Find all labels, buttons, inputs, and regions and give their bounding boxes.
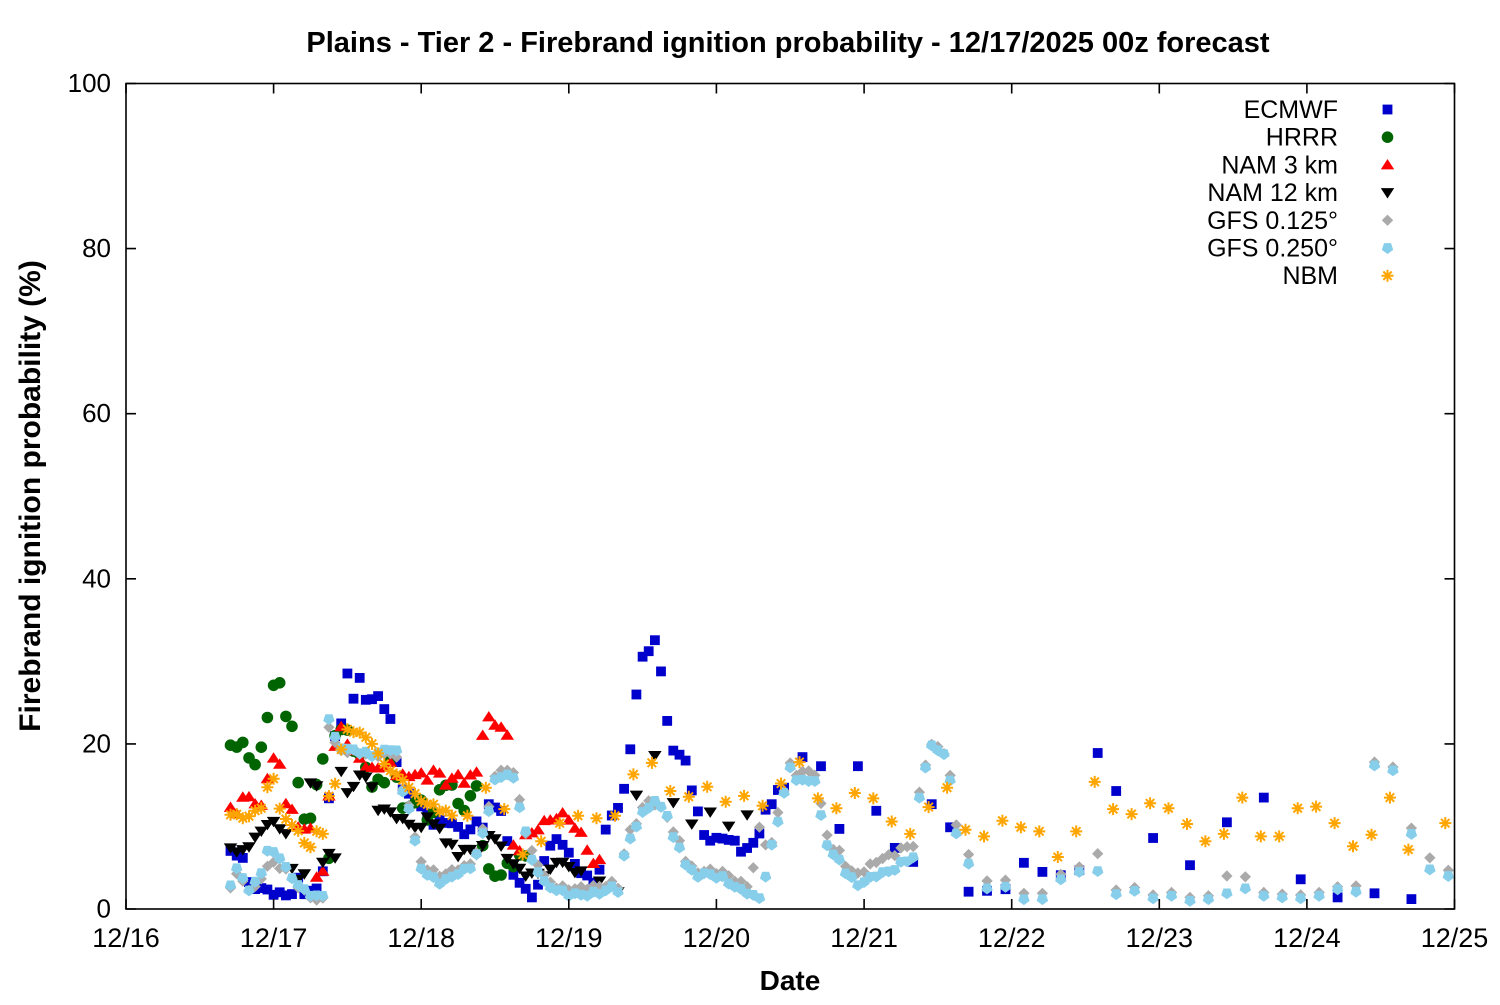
svg-text:12/17: 12/17	[240, 923, 308, 953]
svg-text:12/23: 12/23	[1126, 923, 1194, 953]
svg-text:80: 80	[82, 233, 111, 263]
svg-text:Date: Date	[760, 965, 821, 996]
svg-text:100: 100	[68, 68, 111, 98]
svg-text:12/21: 12/21	[830, 923, 898, 953]
svg-text:0: 0	[97, 894, 111, 924]
svg-text:12/22: 12/22	[978, 923, 1046, 953]
svg-text:12/18: 12/18	[387, 923, 455, 953]
svg-text:12/24: 12/24	[1273, 923, 1341, 953]
svg-text:12/19: 12/19	[535, 923, 603, 953]
svg-text:NAM 3 km: NAM 3 km	[1221, 151, 1338, 179]
svg-text:Plains - Tier 2 - Firebrand ig: Plains - Tier 2 - Firebrand ignition pro…	[306, 27, 1270, 59]
svg-text:40: 40	[82, 563, 111, 593]
svg-text:HRRR: HRRR	[1266, 124, 1338, 152]
svg-text:NAM 12 km: NAM 12 km	[1207, 179, 1338, 207]
svg-text:12/25: 12/25	[1421, 923, 1489, 953]
svg-text:NBM: NBM	[1282, 262, 1338, 290]
svg-text:Firebrand ignition probability: Firebrand ignition probability (%)	[14, 260, 47, 732]
svg-text:20: 20	[82, 728, 111, 758]
svg-text:GFS 0.250°: GFS 0.250°	[1207, 235, 1338, 263]
svg-text:12/16: 12/16	[92, 923, 160, 953]
svg-text:12/20: 12/20	[683, 923, 751, 953]
svg-text:GFS 0.125°: GFS 0.125°	[1207, 207, 1338, 235]
svg-text:60: 60	[82, 398, 111, 428]
svg-text:ECMWF: ECMWF	[1244, 96, 1338, 124]
